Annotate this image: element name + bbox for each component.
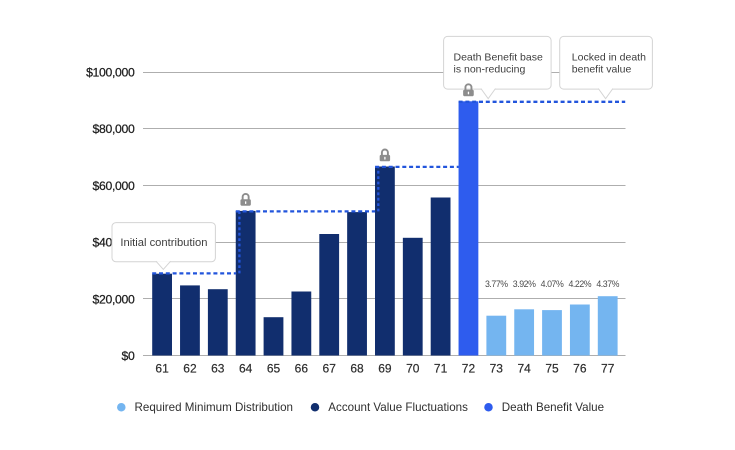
- svg-text:is non-reducing: is non-reducing: [454, 63, 526, 75]
- svg-text:Death Benefit Value: Death Benefit Value: [502, 401, 604, 414]
- svg-text:72: 72: [462, 361, 476, 375]
- svg-text:Initial contribution: Initial contribution: [120, 237, 207, 249]
- svg-text:Required Minimum Distribution: Required Minimum Distribution: [135, 401, 294, 414]
- svg-text:4.22%: 4.22%: [568, 279, 591, 289]
- svg-text:67: 67: [323, 361, 337, 375]
- svg-text:$60,000: $60,000: [93, 179, 135, 193]
- svg-text:61: 61: [155, 361, 169, 375]
- svg-text:4.07%: 4.07%: [541, 279, 564, 289]
- svg-text:71: 71: [434, 361, 448, 375]
- svg-text:65: 65: [267, 361, 281, 375]
- svg-text:Locked in death: Locked in death: [572, 52, 646, 64]
- svg-text:66: 66: [295, 361, 309, 375]
- svg-text:76: 76: [573, 361, 587, 375]
- svg-text:Death Benefit base: Death Benefit base: [454, 52, 543, 64]
- svg-text:70: 70: [406, 361, 420, 375]
- svg-text:69: 69: [378, 361, 392, 375]
- svg-text:62: 62: [183, 361, 197, 375]
- svg-text:74: 74: [517, 361, 531, 375]
- svg-text:$20,000: $20,000: [93, 292, 135, 306]
- svg-text:75: 75: [545, 361, 559, 375]
- svg-text:$0: $0: [122, 349, 135, 363]
- svg-text:$100,000: $100,000: [86, 66, 135, 80]
- svg-text:73: 73: [490, 361, 504, 375]
- svg-text:Account Value Fluctuations: Account Value Fluctuations: [328, 401, 468, 414]
- svg-text:benefit value: benefit value: [572, 63, 632, 75]
- svg-text:77: 77: [601, 361, 615, 375]
- svg-text:$80,000: $80,000: [93, 122, 135, 136]
- svg-text:64: 64: [239, 361, 253, 375]
- svg-text:3.77%: 3.77%: [485, 279, 508, 289]
- svg-text:63: 63: [211, 361, 225, 375]
- svg-text:68: 68: [350, 361, 364, 375]
- svg-text:4.37%: 4.37%: [596, 279, 619, 289]
- svg-text:3.92%: 3.92%: [513, 279, 536, 289]
